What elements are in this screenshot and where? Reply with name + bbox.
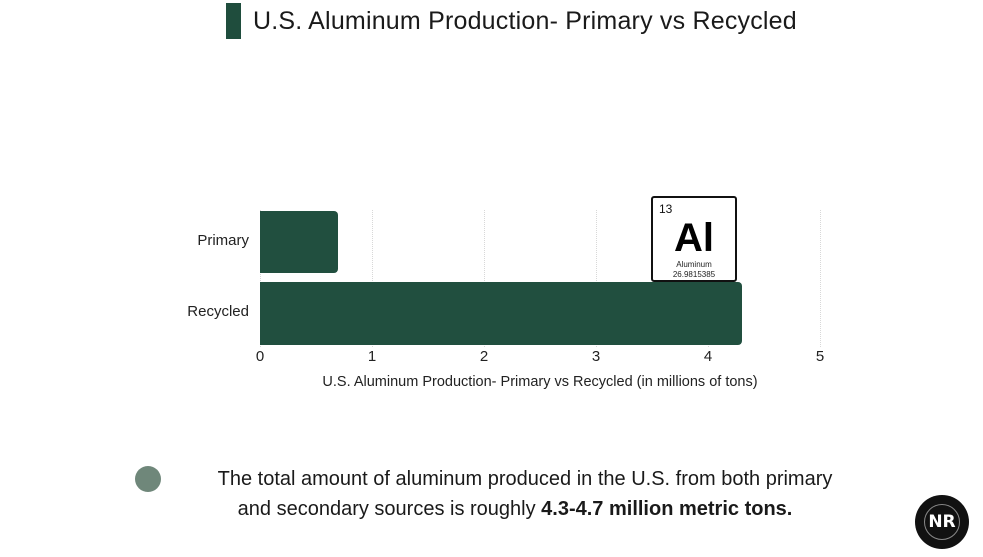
note-line-1: The total amount of aluminum produced in…	[217, 468, 833, 490]
chart-title: U.S. Aluminum Production- Primary vs Rec…	[226, 3, 797, 39]
gridline	[484, 210, 485, 347]
periodic-element-card: 13 Al Aluminum 26.9815385	[651, 196, 737, 282]
plot-area	[260, 210, 821, 347]
x-tick: 3	[591, 348, 601, 365]
atomic-mass: 26.9815385	[672, 270, 716, 279]
gridline	[372, 210, 373, 347]
category-label-recycled: Recycled	[187, 303, 249, 320]
brand-logo-icon: NR	[915, 495, 969, 549]
logo-text: NR	[924, 504, 960, 540]
title-accent-bar	[226, 3, 241, 39]
summary-note: The total amount of aluminum produced in…	[135, 464, 895, 524]
x-tick: 1	[367, 348, 377, 365]
element-symbol: Al	[674, 216, 714, 260]
x-tick: 5	[815, 348, 825, 365]
note-highlight: 4.3-4.7 million metric tons.	[541, 498, 793, 520]
gridline	[820, 210, 821, 347]
note-line-2: and secondary sources is roughly 4.3-4.7…	[135, 494, 895, 524]
x-tick: 0	[255, 348, 265, 365]
x-axis-label: U.S. Aluminum Production- Primary vs Rec…	[322, 374, 758, 390]
category-label-primary: Primary	[197, 232, 249, 249]
note-line-2-text: and secondary sources is roughly	[237, 498, 542, 520]
gridline	[260, 210, 261, 347]
atomic-number: 13	[659, 202, 673, 216]
element-name: Aluminum	[676, 260, 712, 269]
x-tick: 2	[479, 348, 489, 365]
title-text: U.S. Aluminum Production- Primary vs Rec…	[253, 6, 797, 35]
gridline	[596, 210, 597, 347]
bar-primary	[260, 211, 339, 273]
bullet-dot-icon	[135, 466, 161, 492]
x-tick: 4	[703, 348, 713, 365]
bar-recycled	[260, 282, 742, 345]
